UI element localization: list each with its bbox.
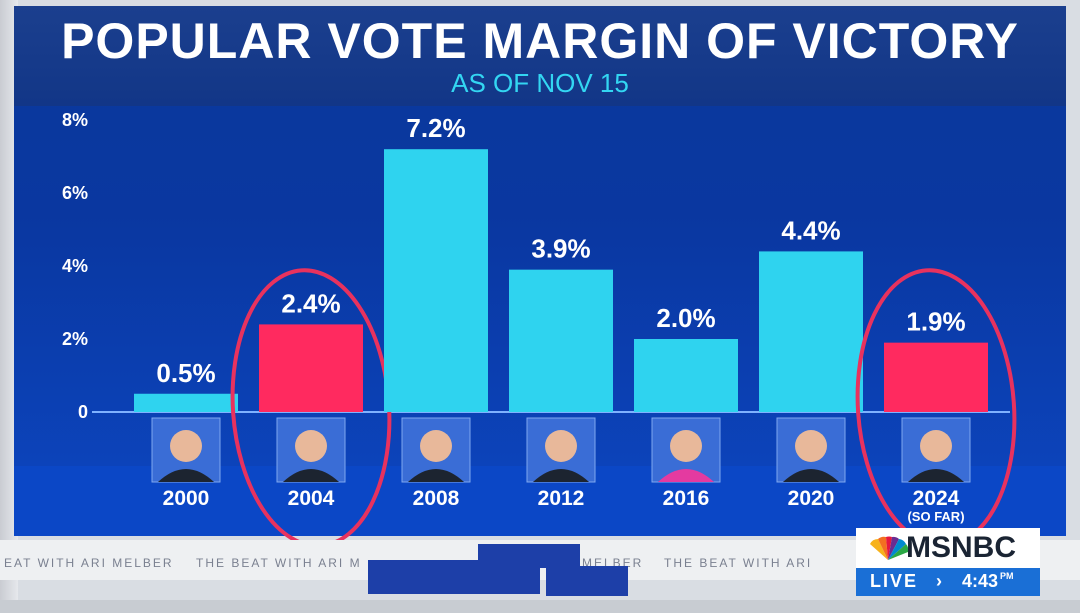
tv-bottom-bezel xyxy=(0,600,1080,613)
time-value: 4:43 xyxy=(962,571,999,591)
data-label: 1.9% xyxy=(906,307,965,337)
y-tick-label: 2% xyxy=(62,329,88,349)
bar xyxy=(259,324,363,412)
portrait-body xyxy=(908,469,964,482)
live-label: LIVE xyxy=(870,571,919,591)
portrait-body xyxy=(408,469,464,482)
data-label: 3.9% xyxy=(531,234,590,264)
time-suffix: PM xyxy=(1000,571,1014,581)
x-tick-label: 2004 xyxy=(288,487,335,510)
broadcast-time: 4:43 PM xyxy=(962,571,1014,592)
x-tick-note: (SO FAR) xyxy=(907,509,964,524)
portrait-face xyxy=(795,430,827,462)
y-tick-label: 0 xyxy=(78,402,88,422)
redaction-block xyxy=(546,566,628,596)
ticker-segment: THE BEAT WITH ARI xyxy=(664,556,813,570)
tv-bezel xyxy=(0,0,18,613)
ticker-segment: EAT WITH ARI MELBER xyxy=(4,556,174,570)
bar xyxy=(884,342,988,412)
portrait-body xyxy=(533,469,589,482)
data-label: 0.5% xyxy=(156,358,215,388)
x-tick-label: 2012 xyxy=(538,487,585,510)
peacock-icon xyxy=(870,536,909,560)
portrait-face xyxy=(420,430,452,462)
chart-title: POPULAR VOTE MARGIN OF VICTORY xyxy=(61,13,1019,69)
bar xyxy=(634,339,738,412)
x-tick-label: 2000 xyxy=(163,487,210,510)
bar xyxy=(384,149,488,412)
portrait-face xyxy=(670,430,702,462)
x-tick-label: 2008 xyxy=(413,487,460,510)
y-tick-label: 4% xyxy=(62,256,88,276)
x-tick-label: 2016 xyxy=(663,487,710,510)
highlight-circle xyxy=(855,268,1017,540)
network-logo-text: MSNBC xyxy=(906,531,1016,564)
x-tick-label: 2024 xyxy=(913,487,960,510)
portrait-face xyxy=(295,430,327,462)
portrait-body xyxy=(783,469,839,482)
title-band xyxy=(14,6,1066,106)
x-tick-label: 2020 xyxy=(788,487,835,510)
data-label: 2.0% xyxy=(656,303,715,333)
ticker-segment: THE BEAT WITH ARI M xyxy=(196,556,362,570)
data-label: 7.2% xyxy=(406,113,465,143)
portrait-face xyxy=(170,430,202,462)
portrait-body xyxy=(658,469,714,482)
portrait-face xyxy=(920,430,952,462)
chart-subtitle: AS OF NOV 15 xyxy=(451,68,629,98)
bar xyxy=(759,251,863,412)
bar xyxy=(134,393,238,412)
y-tick-label: 8% xyxy=(62,110,88,130)
bar-chart: 0 2% 4% 6% 8% 0.5% 2000 2.4% 2004 7.2% 2008 3.9% 201… xyxy=(62,110,1017,540)
bar xyxy=(509,269,613,412)
y-tick-label: 6% xyxy=(62,183,88,203)
portrait-body xyxy=(283,469,339,482)
data-label: 2.4% xyxy=(281,288,340,318)
chevron-right-icon: › xyxy=(936,571,942,591)
portrait-face xyxy=(545,430,577,462)
redaction-block xyxy=(368,560,540,594)
portrait-body xyxy=(158,469,214,482)
data-label: 4.4% xyxy=(781,215,840,245)
live-badge xyxy=(856,568,1040,596)
